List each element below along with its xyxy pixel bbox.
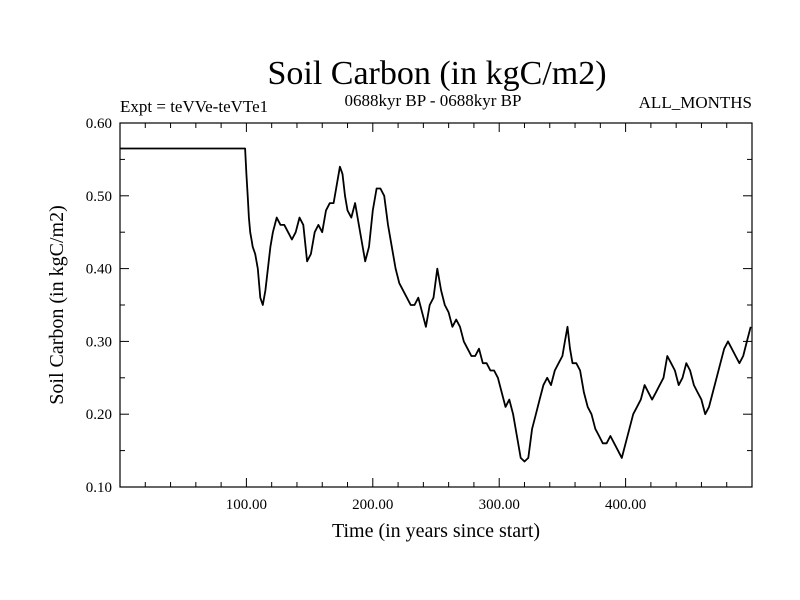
chart-title: Soil Carbon (in kgC/m2) xyxy=(267,55,606,92)
chart-subtitle-left: Expt = teVVe-teVTe1 xyxy=(120,97,268,116)
y-tick-label: 0.10 xyxy=(86,480,112,496)
x-axis-label: Time (in years since start) xyxy=(332,520,540,542)
x-tick-label: 200.00 xyxy=(352,497,393,513)
chart-subtitle-right: ALL_MONTHS xyxy=(639,93,752,112)
y-tick-label: 0.40 xyxy=(86,262,112,278)
chart-subtitle-center: 0688kyr BP - 0688kyr BP xyxy=(345,91,522,110)
series-line xyxy=(120,147,752,463)
y-axis-label: Soil Carbon (in kgC/m2) xyxy=(46,205,68,404)
plot-frame xyxy=(119,122,753,488)
y-tick-label: 0.20 xyxy=(86,407,112,423)
x-tick-label: 100.00 xyxy=(226,497,267,513)
y-tick-label: 0.30 xyxy=(86,334,112,350)
y-tick-label: 0.50 xyxy=(86,189,112,205)
y-tick-label: 0.60 xyxy=(86,116,112,132)
x-tick-label: 300.00 xyxy=(479,497,520,513)
x-tick-label: 400.00 xyxy=(605,497,646,513)
